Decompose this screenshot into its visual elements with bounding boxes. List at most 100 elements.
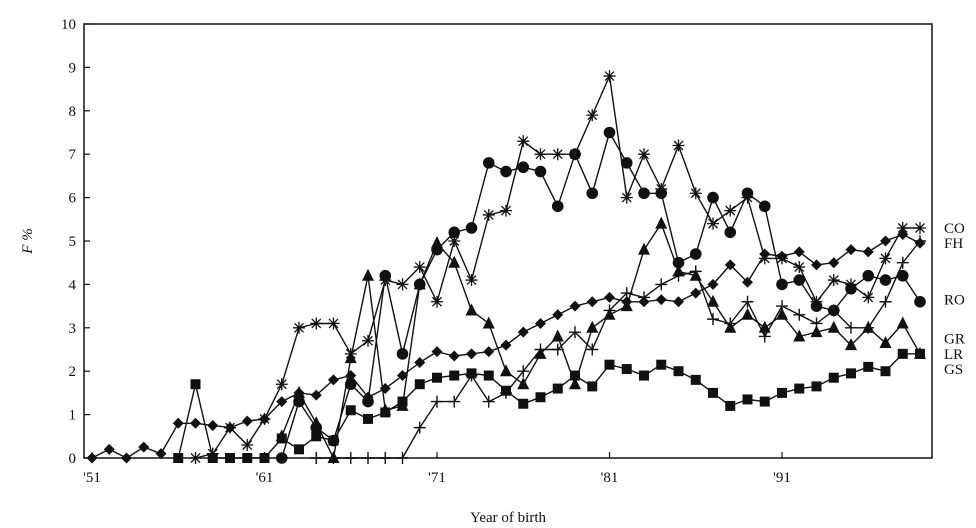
data-point-ro xyxy=(396,348,409,360)
series-layer xyxy=(86,70,926,464)
data-point-gs xyxy=(483,370,494,381)
data-point-lr xyxy=(655,278,668,291)
data-point-co xyxy=(827,274,840,287)
data-point-fh xyxy=(155,448,167,460)
data-point-fh xyxy=(604,291,615,303)
data-point-fh xyxy=(276,396,288,408)
data-point-gs xyxy=(759,396,770,407)
data-point-fh xyxy=(190,417,201,429)
data-point-gs xyxy=(828,372,839,383)
data-point-co xyxy=(396,278,409,291)
series-line-lr xyxy=(316,240,921,459)
series-label-ro: RO xyxy=(944,293,965,309)
data-point-gr xyxy=(638,242,650,255)
x-tick-label: '61 xyxy=(256,470,274,486)
y-axis-title: F % xyxy=(20,228,36,254)
data-point-fh xyxy=(466,348,477,360)
data-point-fh xyxy=(552,309,564,321)
data-point-co xyxy=(620,191,633,204)
data-point-lr xyxy=(707,313,719,326)
data-point-co xyxy=(327,317,340,330)
data-point-lr xyxy=(379,452,392,464)
data-point-gr xyxy=(879,335,892,348)
data-point-gs xyxy=(207,453,218,463)
data-point-fh xyxy=(569,300,581,312)
data-point-lr xyxy=(724,317,737,330)
data-point-gs xyxy=(725,400,736,411)
data-point-ro xyxy=(707,191,719,204)
data-point-fh xyxy=(86,452,98,464)
data-point-gr xyxy=(500,364,512,377)
data-point-ro xyxy=(448,226,461,239)
x-axis: '51 '61 '71 '81 '91 xyxy=(83,452,791,486)
y-tick-label: 2 xyxy=(69,364,77,380)
data-point-ro xyxy=(344,378,357,391)
data-point-ro xyxy=(741,187,754,200)
data-point-gs xyxy=(501,385,511,396)
data-point-gs xyxy=(294,444,304,455)
data-point-lr xyxy=(310,452,323,464)
data-point-co xyxy=(586,109,599,122)
series-line-ro xyxy=(281,131,921,459)
data-point-co xyxy=(431,295,443,308)
data-point-lr xyxy=(517,365,530,378)
data-point-ro xyxy=(810,300,823,312)
data-point-fh xyxy=(241,415,253,427)
data-point-gs xyxy=(345,405,356,416)
data-point-lr xyxy=(741,295,754,308)
data-point-co xyxy=(362,334,374,347)
series-ro xyxy=(275,126,926,464)
data-point-fh xyxy=(862,246,874,258)
data-point-gr xyxy=(517,377,530,390)
data-point-gr xyxy=(620,299,633,312)
data-point-ro xyxy=(620,157,633,169)
data-point-gr xyxy=(482,316,495,329)
data-point-gs xyxy=(863,361,874,372)
data-point-lr xyxy=(603,304,616,317)
data-point-fh xyxy=(259,413,270,425)
data-point-fh xyxy=(121,452,132,464)
data-point-gs xyxy=(449,370,460,381)
data-point-co xyxy=(879,252,892,265)
data-point-gs xyxy=(432,372,442,383)
data-point-fh xyxy=(759,248,771,260)
y-tick-label: 1 xyxy=(69,408,77,424)
x-tick-label: '51 xyxy=(83,470,101,486)
data-point-gr xyxy=(551,329,564,342)
data-point-ro xyxy=(603,126,616,139)
data-point-gr xyxy=(569,377,581,390)
data-point-fh xyxy=(845,244,857,256)
data-point-co xyxy=(500,204,512,217)
data-point-gs xyxy=(276,433,287,444)
data-point-fh xyxy=(586,296,598,308)
data-point-lr xyxy=(448,395,461,408)
data-point-lr xyxy=(396,452,409,464)
data-point-co xyxy=(793,261,806,274)
data-point-gs xyxy=(639,370,649,381)
data-point-ro xyxy=(534,165,547,178)
data-point-co xyxy=(189,452,202,464)
data-point-ro xyxy=(689,248,702,260)
data-point-gr xyxy=(362,268,374,281)
data-point-ro xyxy=(465,222,478,234)
series-label-co: CO xyxy=(944,221,965,237)
data-point-lr xyxy=(344,452,357,464)
data-point-lr xyxy=(776,300,788,313)
y-tick-label: 0 xyxy=(69,451,77,467)
data-point-gs xyxy=(363,413,373,424)
data-point-gs xyxy=(570,370,580,381)
data-point-fh xyxy=(535,317,546,329)
data-point-ro xyxy=(672,256,685,269)
data-point-gs xyxy=(466,368,477,379)
data-point-ro xyxy=(517,161,530,174)
data-point-fh xyxy=(414,357,426,369)
data-point-lr xyxy=(689,265,702,278)
series-label-gr: GR xyxy=(944,332,965,348)
data-point-co xyxy=(707,217,719,230)
data-point-co xyxy=(241,438,254,451)
data-point-gs xyxy=(397,396,408,407)
data-point-gs xyxy=(225,453,235,463)
data-point-co xyxy=(293,321,305,334)
series-gr xyxy=(275,216,926,463)
data-point-gs xyxy=(552,383,563,394)
